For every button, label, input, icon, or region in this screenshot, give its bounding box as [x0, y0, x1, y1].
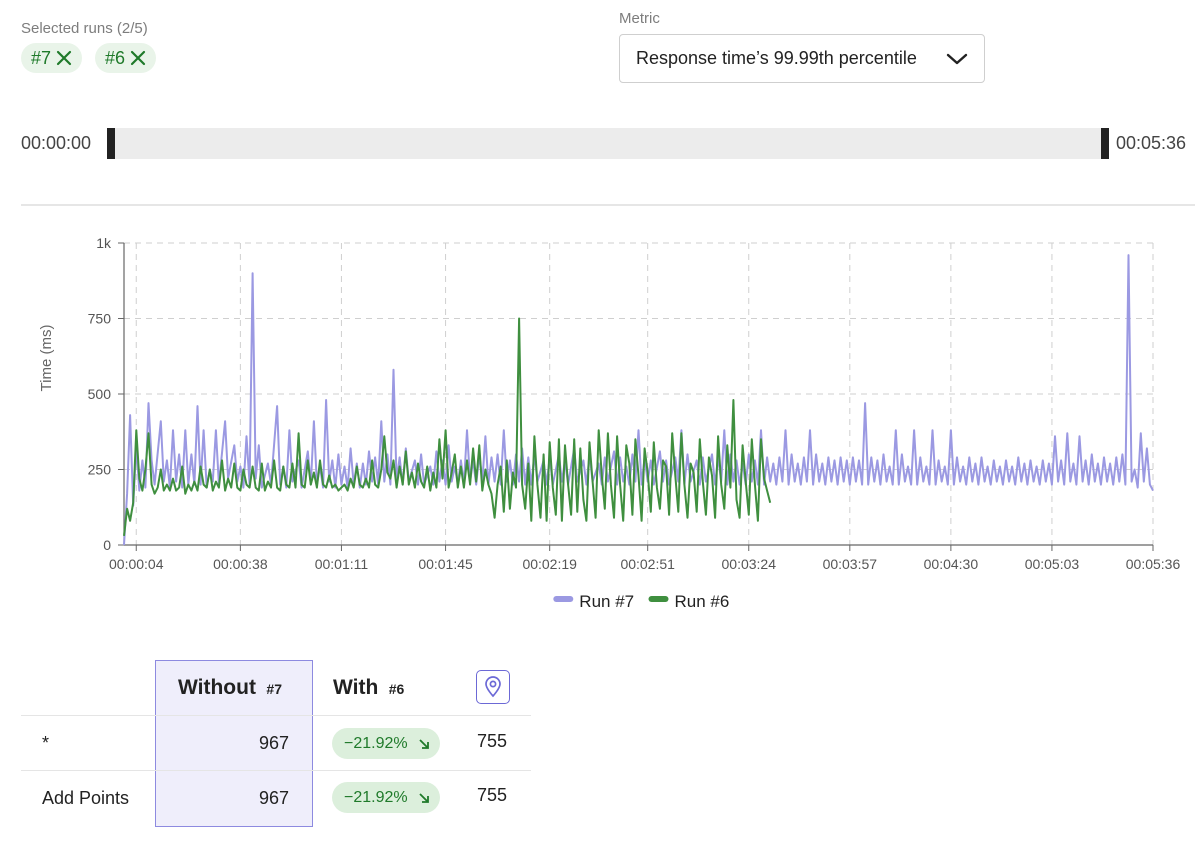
metric-value: Response time’s 99.99th percentile — [636, 48, 917, 68]
series-line-run-6 — [123, 317, 772, 537]
row-name: Add Points — [42, 788, 130, 808]
range-end-label: 00:05:36 — [1116, 133, 1187, 153]
close-icon[interactable] — [55, 49, 73, 67]
x-tick-label: 00:01:45 — [418, 556, 473, 572]
x-tick-label: 00:03:24 — [722, 556, 777, 572]
x-tick-label: 00:01:11 — [315, 556, 369, 572]
x-tick-label: 00:04:30 — [924, 556, 979, 572]
without-column-highlight — [155, 660, 313, 827]
with-header-label: With — [333, 676, 379, 699]
arrow-down-right-icon — [418, 738, 429, 749]
x-tick-label: 00:02:19 — [522, 556, 577, 572]
arrow-down-right-icon — [418, 792, 429, 803]
metric-select[interactable]: Response time’s 99.99th percentile — [619, 34, 985, 83]
y-tick-label: 0 — [103, 537, 111, 553]
x-tick-label: 00:03:57 — [823, 556, 878, 572]
series-line-run-7 — [123, 254, 1154, 546]
with-value: 755 — [477, 785, 508, 805]
without-value: 967 — [258, 788, 289, 808]
y-axis-label: Time (ms) — [38, 325, 55, 392]
range-track[interactable] — [111, 128, 1105, 159]
chevron-down-icon — [946, 53, 968, 64]
x-tick-label: 00:00:04 — [109, 556, 164, 572]
with-value: 755 — [477, 731, 508, 751]
without-header: Without #7 — [178, 676, 282, 700]
run-chip-6[interactable]: #6 — [95, 43, 157, 73]
range-start-handle[interactable] — [107, 128, 115, 159]
y-tick-label: 1k — [96, 235, 112, 251]
location-pin-icon — [485, 676, 501, 698]
range-start-label: 00:00:00 — [21, 133, 92, 153]
pin-button[interactable] — [476, 670, 510, 704]
run-chip-label: #6 — [105, 47, 126, 68]
divider — [21, 204, 1195, 206]
metric-label: Metric — [619, 10, 660, 27]
close-icon[interactable] — [129, 49, 147, 67]
legend-swatch — [553, 596, 574, 602]
legend-label: Run #6 — [675, 592, 730, 611]
chart-grid — [124, 242, 1154, 545]
without-header-label: Without — [178, 676, 256, 699]
legend-label: Run #7 — [579, 592, 634, 611]
x-tick-label: 00:05:03 — [1025, 556, 1080, 572]
legend-item[interactable]: Run #7 — [553, 592, 634, 611]
with-header: With #6 — [333, 676, 404, 700]
y-tick-label: 500 — [88, 386, 112, 402]
y-tick-label: 750 — [88, 311, 112, 327]
run-chip-label: #7 — [31, 47, 52, 68]
legend-swatch — [648, 596, 669, 602]
without-value: 967 — [258, 733, 289, 753]
with-header-run: #6 — [388, 681, 405, 697]
divider — [21, 715, 531, 716]
y-tick-label: 250 — [88, 462, 112, 478]
x-tick-label: 00:00:38 — [213, 556, 268, 572]
response-time-chart[interactable]: 0 250 500 750 1k 00:00:04 00:00:38 00:01:11 00:0… — [0, 225, 1200, 625]
delta-badge: −21.92% — [332, 728, 440, 759]
chart-series — [123, 254, 1154, 546]
legend-item[interactable]: Run #6 — [648, 592, 730, 611]
selected-runs-label: Selected runs (2/5) — [21, 20, 148, 37]
x-tick-label: 00:02:51 — [620, 556, 675, 572]
range-end-handle[interactable] — [1101, 128, 1109, 159]
x-tick-label: 00:05:36 — [1126, 556, 1181, 572]
delta-value: −21.92% — [344, 788, 408, 806]
delta-value: −21.92% — [344, 734, 408, 752]
without-header-run: #7 — [266, 681, 282, 697]
chart-axes: 0 250 500 750 1k 00:00:04 00:00:38 00:01:11 00:0… — [88, 235, 1181, 572]
delta-badge: −21.92% — [332, 782, 440, 813]
row-name: * — [42, 733, 50, 753]
chart-legend[interactable]: Run #7 Run #6 — [553, 592, 729, 611]
run-chip-7[interactable]: #7 — [21, 43, 83, 73]
divider — [21, 770, 531, 771]
